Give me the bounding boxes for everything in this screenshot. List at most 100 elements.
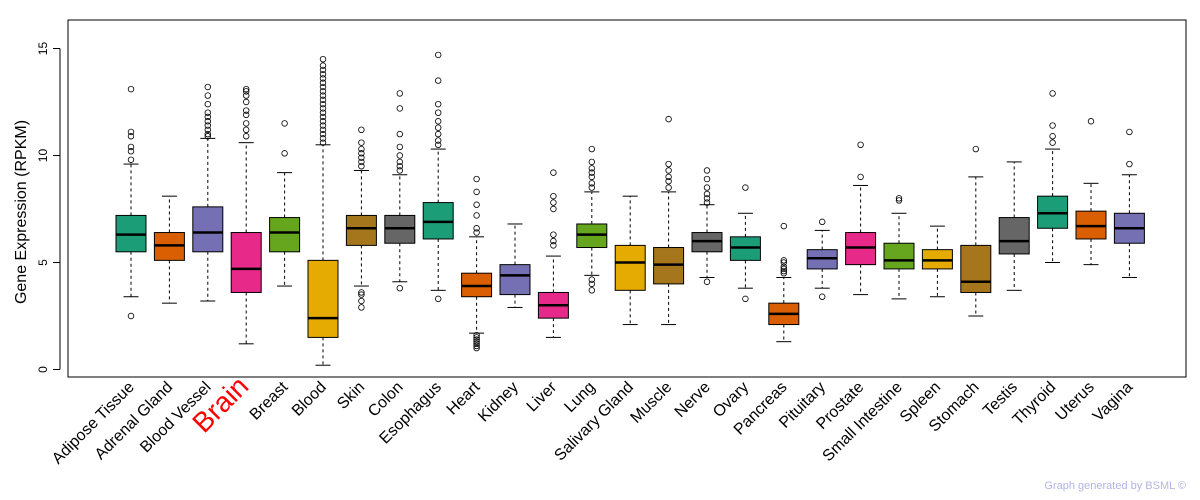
box-pituitary [806, 218, 838, 300]
iqr-box [307, 259, 339, 338]
iqr-box [883, 242, 915, 270]
box-nerve [691, 167, 723, 285]
outlier-point [319, 109, 327, 116]
outlier-point [1087, 118, 1095, 125]
y-tick-label: 15 [36, 42, 50, 56]
box-thyroid [1037, 90, 1069, 263]
outlier-point [473, 175, 480, 183]
iqr-box [345, 214, 377, 246]
outlier-point [1049, 133, 1056, 140]
outlier-point [588, 145, 595, 153]
iqr-box [499, 264, 531, 296]
outlier-point [319, 139, 327, 146]
outlier-point [204, 100, 211, 108]
outlier-point [396, 152, 403, 159]
outlier-point [588, 173, 595, 181]
outlier-point [204, 92, 211, 99]
outlier-point [435, 137, 442, 144]
outlier-point [319, 70, 327, 78]
outlier-point [550, 231, 557, 238]
outlier-point [242, 126, 250, 134]
outlier-point [242, 120, 250, 127]
outlier-point [358, 145, 365, 153]
outlier-point [319, 135, 327, 142]
outlier-point [396, 143, 403, 151]
outlier-point [473, 338, 480, 345]
outlier-point [435, 295, 442, 303]
box-spleen [921, 225, 953, 298]
x-tick-label: Breast [247, 378, 292, 423]
outlier-point [319, 130, 327, 138]
outlier-point [972, 145, 979, 153]
outlier-point [435, 124, 442, 131]
outlier-point [204, 126, 211, 134]
outlier-point [319, 105, 327, 112]
box-vagina [1113, 128, 1145, 278]
outlier-point [550, 169, 557, 176]
outlier-point [358, 289, 365, 296]
outlier-point [435, 51, 442, 59]
outlier-point [204, 133, 211, 140]
outlier-point [204, 113, 211, 121]
outlier-point [358, 291, 365, 298]
outlier-point [780, 222, 787, 230]
outlier-point [895, 197, 903, 204]
outlier-point [127, 312, 135, 320]
box-heart [461, 175, 493, 352]
outlier-point [473, 225, 480, 232]
outlier-point [127, 143, 135, 151]
outlier-point [319, 100, 327, 108]
outlier-point [588, 287, 595, 294]
outlier-point [473, 334, 480, 341]
credit-text: Graph generated by BSML © [1044, 480, 1186, 492]
box-muscle [653, 115, 685, 326]
outlier-point [204, 130, 211, 138]
outlier-point [435, 130, 442, 138]
outlier-point [396, 167, 403, 174]
outlier-point [319, 92, 327, 99]
outlier-point [204, 118, 211, 125]
outlier-point [1049, 139, 1056, 146]
outlier-point [242, 88, 250, 95]
outlier-point [358, 139, 365, 146]
outlier-point [703, 190, 711, 198]
outlier-point [281, 150, 288, 157]
outlier-point [895, 195, 903, 202]
outlier-point [550, 199, 557, 206]
outlier-point [242, 133, 250, 140]
outlier-point [780, 267, 787, 275]
box-testis [998, 161, 1030, 291]
y-tick-label: 10 [36, 149, 50, 163]
box-blood-vessel [192, 83, 224, 302]
outlier-point [550, 192, 557, 200]
outlier-point [703, 199, 711, 206]
x-tick-label: Muscle [628, 379, 676, 427]
outlier-point [665, 167, 672, 174]
iqr-box [998, 217, 1030, 255]
box-stomach [960, 145, 992, 317]
axes: 0 5 10 15 [36, 19, 1187, 378]
outlier-point [281, 120, 288, 127]
outlier-point [396, 284, 403, 292]
outlier-point [819, 293, 826, 300]
box-ovary [729, 184, 761, 303]
box-uterus [1075, 118, 1107, 266]
outlier-point [588, 184, 595, 191]
x-tick-label: Kidney [475, 379, 522, 426]
outlier-point [319, 79, 327, 86]
box-pancreas [768, 222, 800, 343]
outlier-point [127, 85, 135, 93]
outlier-point [435, 77, 442, 84]
y-tick-label: 5 [36, 259, 50, 266]
x-tick-label: Skin [334, 379, 368, 413]
outlier-point [242, 107, 250, 114]
box-liver [537, 169, 569, 338]
outlier-point [742, 295, 749, 303]
iqr-box [614, 244, 646, 291]
x-tick-label: Vagina [1090, 379, 1136, 425]
outlier-point [127, 156, 135, 163]
outlier-point [473, 229, 480, 236]
outlier-point [473, 332, 480, 339]
